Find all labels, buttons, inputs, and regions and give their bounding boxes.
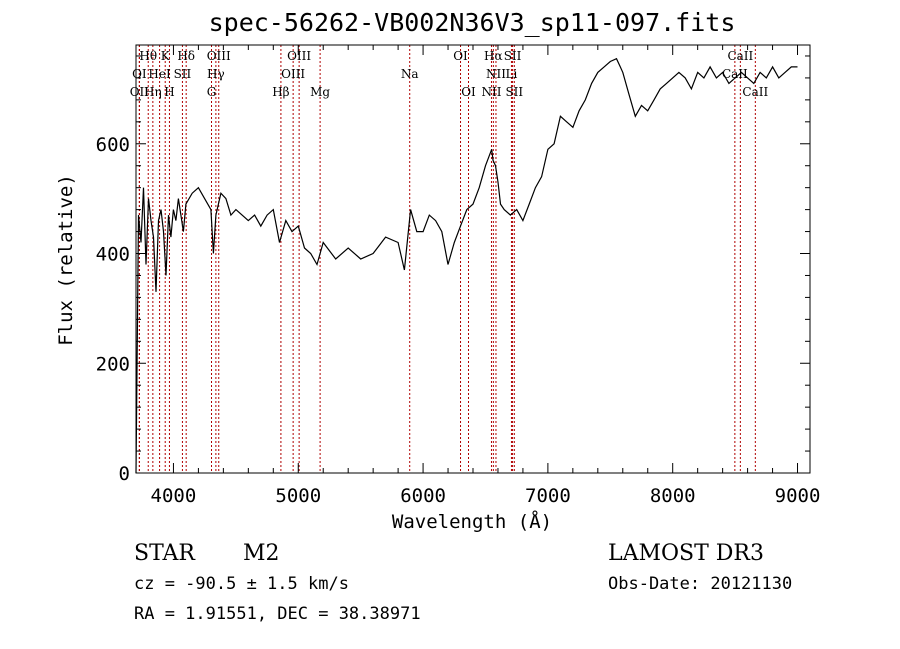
chart-title: spec-56262-VB002N36V3_sp11-097.fits: [209, 8, 736, 37]
x-tick-label: 4000: [151, 485, 197, 507]
object-class: STAR: [134, 541, 196, 566]
spectral-line-label: H: [164, 85, 174, 99]
y-tick-label: 400: [96, 244, 130, 266]
x-tick-label: 5000: [275, 485, 321, 507]
spectral-line-label: Hη: [144, 85, 162, 99]
y-tick-label: 200: [96, 353, 130, 375]
spectral-line-label: Hδ: [177, 49, 195, 63]
spectrum-series-line: [135, 57, 798, 474]
spectral-line-label: OI: [132, 67, 147, 81]
spectral-line-label: CaII: [742, 85, 768, 99]
y-axis-ticks: 0 200 400 600: [96, 55, 810, 485]
spectral-line-label: NII: [486, 67, 506, 81]
spectral-line-label: G: [207, 85, 217, 99]
spectral-line-label: OII: [130, 85, 150, 99]
x-axis-label: Wavelength (Å): [392, 510, 552, 533]
redshift-info: cz = -90.5 ± 1.5 km/s: [134, 574, 349, 594]
spectral-line-label: SII: [505, 85, 523, 99]
spectral-line-label: Hθ: [139, 49, 157, 63]
spectral-line-label: HeI: [148, 67, 171, 81]
spectral-line-label: Hα: [484, 49, 503, 63]
x-axis-ticks: 4000 5000 6000 7000 8000 9000: [151, 45, 821, 507]
x-tick-label: 9000: [775, 485, 821, 507]
spectral-line-label: SII: [174, 67, 192, 81]
spectral-line-label: OIII: [287, 49, 311, 63]
y-tick-label: 0: [119, 463, 130, 485]
spectral-line-label: CaII: [722, 67, 748, 81]
spectral-line-label: Li: [506, 67, 518, 81]
spectral-line-label: Hβ: [272, 85, 289, 99]
spectral-line-label: Na: [401, 67, 419, 81]
spectral-line-label: NII: [481, 85, 501, 99]
spectral-line-label: Mg: [310, 85, 330, 99]
spectral-line-label: OIII: [207, 49, 231, 63]
coordinates: RA = 1.91551, DEC = 38.38971: [134, 604, 421, 624]
x-tick-label: 7000: [525, 485, 571, 507]
x-tick-label: 8000: [650, 485, 696, 507]
y-tick-label: 600: [96, 134, 130, 156]
x-tick-label: 6000: [400, 485, 446, 507]
y-axis-label: Flux (relative): [55, 174, 77, 346]
survey-name: LAMOST DR3: [608, 541, 764, 566]
spectral-line-label: OIII: [281, 67, 305, 81]
spectral-line-label: Hγ: [207, 67, 225, 81]
spectral-line-label: OI: [453, 49, 468, 63]
object-subclass: M2: [243, 541, 280, 566]
spectral-line-label: OI: [461, 85, 476, 99]
observation-date: Obs-Date: 20121130: [608, 574, 792, 594]
spectral-line-label: K: [161, 49, 171, 63]
spectral-line-label: SII: [504, 49, 522, 63]
plot-frame: [135, 44, 811, 474]
spectral-line-label: CaII: [727, 49, 753, 63]
spectral-lines: [138, 45, 756, 473]
